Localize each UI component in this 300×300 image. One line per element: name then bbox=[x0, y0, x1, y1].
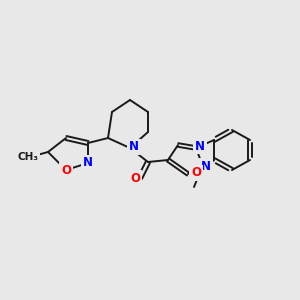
Text: N: N bbox=[129, 140, 139, 154]
Text: N: N bbox=[83, 157, 93, 169]
Text: O: O bbox=[61, 164, 71, 176]
Text: O: O bbox=[130, 172, 140, 184]
Text: CH₃: CH₃ bbox=[17, 152, 38, 162]
Text: N: N bbox=[201, 160, 211, 172]
Text: N: N bbox=[195, 140, 205, 152]
Text: O: O bbox=[191, 167, 201, 179]
